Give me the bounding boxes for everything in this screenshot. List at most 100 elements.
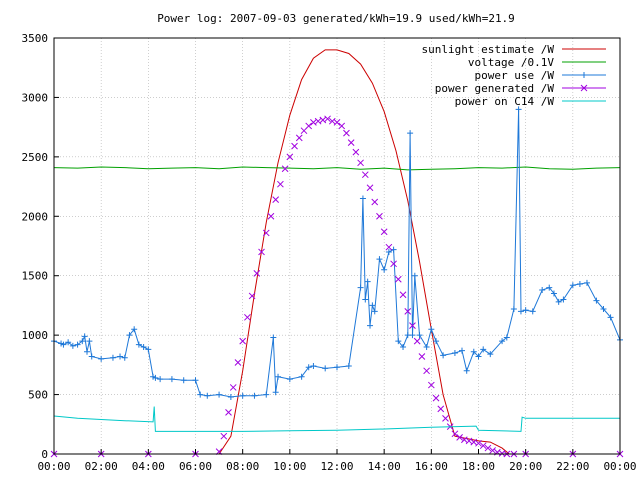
data-point-generated <box>253 269 261 277</box>
data-point-generated <box>361 171 369 179</box>
x-tick-label: 22:00 <box>556 460 589 473</box>
data-point-use <box>499 338 506 345</box>
data-point-use <box>109 354 116 361</box>
data-point-generated <box>479 442 487 450</box>
series-layer <box>50 49 624 458</box>
data-point-generated <box>357 159 364 167</box>
data-point-generated <box>456 434 463 441</box>
data-point-generated <box>418 353 426 360</box>
data-point-generated <box>333 119 341 126</box>
data-point-generated <box>475 439 482 447</box>
x-tick-label: 20:00 <box>509 460 542 473</box>
data-point-generated <box>371 198 379 206</box>
series-line-voltage <box>53 166 621 171</box>
data-point-use <box>510 305 517 312</box>
series-sunlight <box>218 49 510 455</box>
data-point-use <box>517 308 524 315</box>
data-point-use <box>600 305 607 312</box>
series-line-c14 <box>53 406 620 432</box>
data-point-generated <box>343 129 350 137</box>
data-point-use <box>357 284 364 291</box>
data-point-use <box>286 376 293 383</box>
data-point-generated <box>376 212 383 220</box>
data-point-use <box>376 256 383 263</box>
data-point-use <box>411 272 418 279</box>
data-point-use <box>180 377 187 384</box>
data-point-generated <box>220 432 228 440</box>
data-point-use <box>487 351 494 358</box>
data-point-generated <box>267 212 275 220</box>
data-point-use <box>400 344 407 351</box>
series-generated <box>50 115 624 458</box>
data-point-generated <box>352 148 360 156</box>
data-point-generated <box>366 184 374 192</box>
data-point-generated <box>291 142 298 150</box>
data-point-use <box>503 334 510 341</box>
legend-label-sunlight: sunlight estimate /W <box>422 43 555 56</box>
data-point-use <box>369 302 376 309</box>
data-point-use <box>607 314 614 321</box>
data-point-use <box>555 298 562 305</box>
data-point-use <box>251 392 258 399</box>
data-point-use <box>529 308 536 315</box>
data-point-generated <box>394 275 402 283</box>
x-axis: 00:00 02:00 04:00 06:00 08:00 10:00 12:00 14:00… <box>37 449 637 473</box>
data-point-use <box>334 364 340 371</box>
data-point-use <box>433 338 440 345</box>
data-point-generated <box>234 359 242 366</box>
data-point-use <box>84 348 91 355</box>
data-point-use <box>470 348 477 355</box>
data-point-use <box>135 341 142 348</box>
y-tick-label: 3500 <box>22 32 49 45</box>
y-tick-label: 1500 <box>22 270 49 283</box>
data-point-use <box>272 389 279 396</box>
data-point-use <box>362 296 369 303</box>
data-point-generated <box>451 430 459 438</box>
data-point-generated <box>413 337 421 345</box>
y-tick-label: 500 <box>28 389 48 402</box>
data-point-use <box>168 376 175 383</box>
data-point-use <box>458 347 465 354</box>
chart-title: Power log: 2007-09-03 generated/kWh=19.9… <box>157 12 515 25</box>
data-point-use <box>381 266 388 273</box>
data-point-use <box>60 341 67 348</box>
data-point-generated <box>437 405 445 413</box>
data-point-use <box>69 342 76 349</box>
data-point-generated <box>262 229 270 237</box>
data-point-generated <box>229 384 237 391</box>
data-point-generated <box>286 153 294 161</box>
x-tick-label: 00:00 <box>603 460 636 473</box>
data-point-generated <box>442 414 449 422</box>
data-point-generated <box>225 409 232 416</box>
data-point-use <box>65 339 72 346</box>
series-voltage <box>53 166 621 171</box>
series-c14 <box>53 406 620 432</box>
data-point-use <box>270 334 277 341</box>
data-point-use <box>86 338 93 345</box>
data-point-use <box>546 284 553 291</box>
data-point-use <box>395 338 402 345</box>
y-tick-label: 0 <box>41 448 48 461</box>
data-point-use <box>428 326 435 333</box>
series-use <box>51 106 623 400</box>
data-point-generated <box>281 165 289 173</box>
data-point-use <box>480 346 487 353</box>
data-point-generated <box>489 447 497 454</box>
x-tick-label: 16:00 <box>415 460 448 473</box>
data-point-use <box>305 364 312 371</box>
x-tick-label: 04:00 <box>132 460 165 473</box>
legend-marker-use <box>581 72 587 78</box>
data-point-generated <box>239 337 247 345</box>
data-point-use <box>522 307 529 314</box>
data-point-use <box>157 376 164 383</box>
data-point-use <box>576 281 583 288</box>
legend-label-use: power use /W <box>475 69 555 82</box>
data-point-use <box>197 391 204 398</box>
data-point-use <box>79 338 86 345</box>
data-point-generated <box>399 291 407 299</box>
data-point-generated <box>484 444 492 452</box>
data-point-use <box>451 349 458 356</box>
data-point-generated <box>390 260 397 268</box>
data-point-use <box>263 391 270 398</box>
